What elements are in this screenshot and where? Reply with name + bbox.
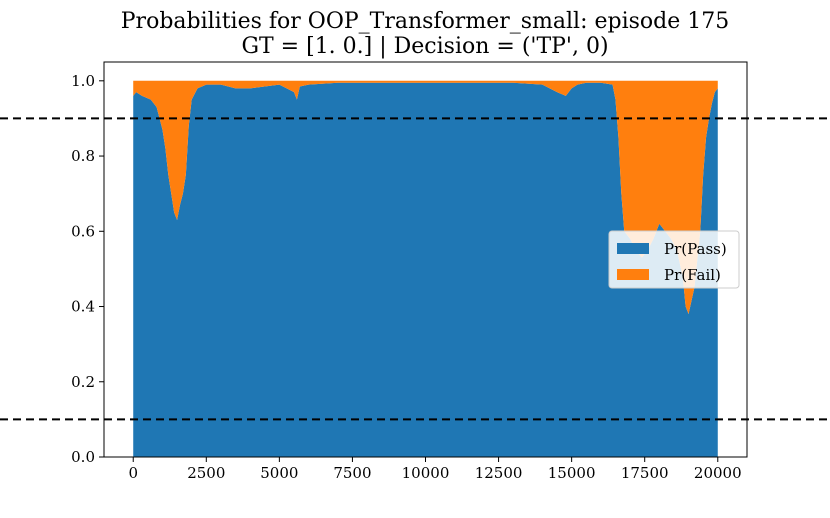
- legend-swatch-pr-pass: [617, 243, 649, 254]
- x-tick-label: 2500: [187, 464, 225, 482]
- y-tick-label: 0.8: [71, 147, 95, 165]
- chart-subtitle: GT = [1. 0.] | Decision = ('TP', 0): [241, 34, 608, 59]
- y-tick-label: 0.6: [71, 222, 95, 240]
- x-tick-label: 5000: [260, 464, 298, 482]
- y-tick-label: 1.0: [71, 72, 95, 90]
- x-tick-label: 12500: [475, 464, 523, 482]
- y-tick-label: 0.0: [71, 448, 95, 466]
- chart-title: Probabilities for OOP_Transformer_small:…: [121, 9, 729, 34]
- legend-label-pr-pass: Pr(Pass): [664, 240, 727, 258]
- x-tick-label: 10000: [402, 464, 450, 482]
- x-tick-label: 15000: [548, 464, 596, 482]
- legend-swatch-pr-fail: [617, 269, 649, 280]
- legend: Pr(Pass) Pr(Fail): [608, 230, 740, 289]
- y-tick-label: 0.2: [71, 373, 95, 391]
- legend-label-pr-fail: Pr(Fail): [664, 266, 721, 284]
- x-tick-label: 7500: [333, 464, 371, 482]
- x-tick-label: 0: [128, 464, 138, 482]
- x-tick-label: 17500: [621, 464, 669, 482]
- series-area-pr-fail: [133, 80, 718, 315]
- y-tick-label: 0.4: [71, 298, 95, 316]
- plot-area: [0, 80, 830, 457]
- axes: 0 2500 5000 7500 10000 12500 15000 17500 20000 0.…: [71, 61, 748, 482]
- series-area-pr-pass: [133, 82, 718, 457]
- x-tick-label: 20000: [694, 464, 742, 482]
